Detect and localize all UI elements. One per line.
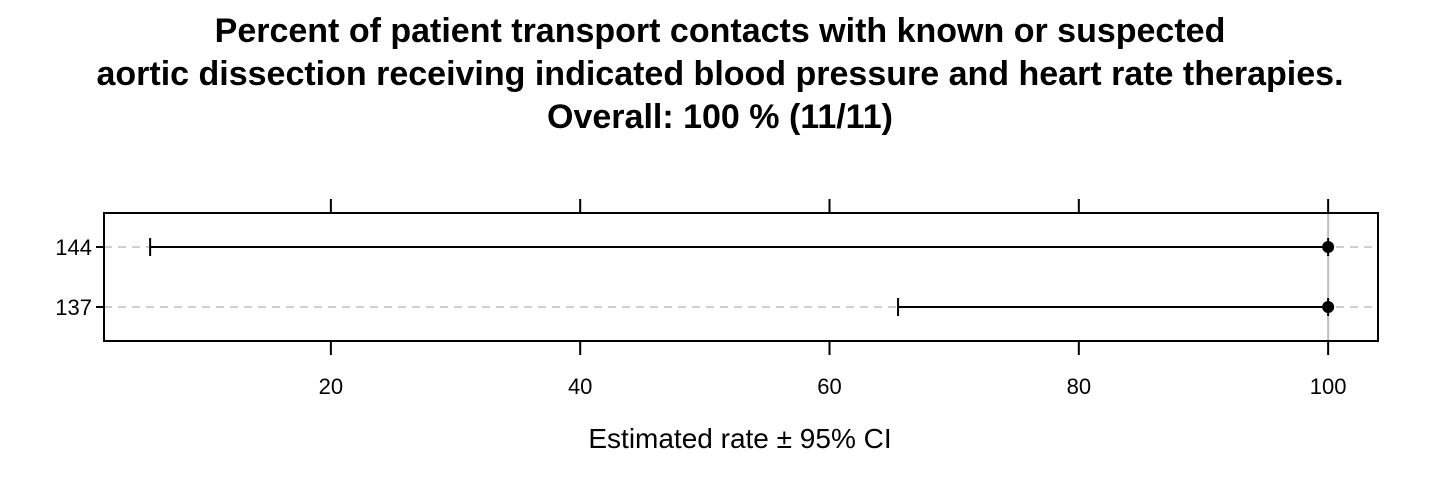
x-tick-label-40: 40 [568,374,592,399]
chart-title: Percent of patient transport contacts wi… [0,10,1440,139]
tick-layer: 144 137 20 40 60 80 100 [55,199,1346,399]
x-tick-label-20: 20 [319,374,343,399]
plot-frame [103,212,1379,342]
x-tick-label-80: 80 [1067,374,1091,399]
chart-title-line-2: aortic dissection receiving indicated bl… [96,55,1344,93]
ci-layer [149,238,1335,316]
chart-title-line-3: Overall: 100 % (11/11) [547,98,893,136]
y-tick-label-144: 144 [55,235,92,260]
grid-layer [104,246,1378,308]
x-tick-label-100: 100 [1310,374,1347,399]
point-137 [1322,301,1335,313]
point-144 [1322,241,1335,253]
x-axis-title: Estimated rate ± 95% CI [588,423,891,454]
x-tick-label-60: 60 [817,374,841,399]
y-tick-label-137: 137 [55,295,92,320]
chart-title-line-1: Percent of patient transport contacts wi… [214,12,1226,50]
